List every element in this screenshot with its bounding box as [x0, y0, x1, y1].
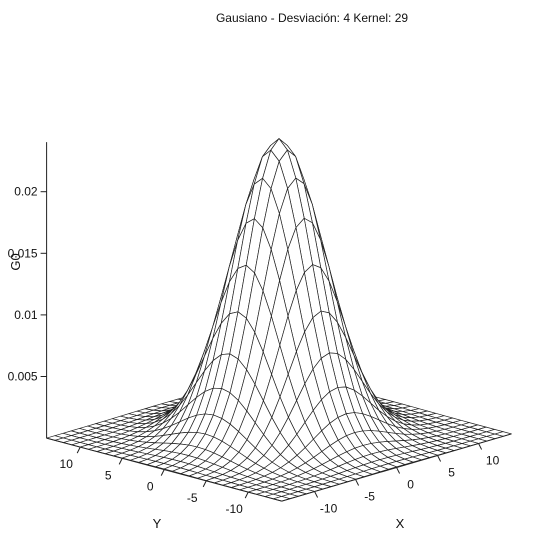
- axes: 0.005 0.01 0.015 0.02 G0 -10 -5 0 5 10 X 10 5 0 -5 -10 Y: [8, 142, 512, 531]
- x-tick: [478, 443, 483, 450]
- y-tick-label: 0: [147, 480, 154, 494]
- x-tick: [437, 455, 442, 462]
- y-tick-label: 10: [60, 457, 74, 471]
- y-tick-label: -5: [187, 491, 198, 505]
- y-tick-label: 5: [105, 468, 112, 482]
- surface-mesh: [46, 138, 512, 502]
- y-tick: [118, 458, 123, 465]
- x-tick: [314, 491, 319, 498]
- z-tick-label: 0.01: [14, 308, 38, 322]
- x-tick-label: 10: [486, 454, 500, 468]
- x-axis-line: [281, 433, 512, 502]
- x-tick-label: 0: [407, 478, 414, 492]
- y-tick: [244, 491, 249, 499]
- x-tick-label: 5: [448, 466, 455, 480]
- y-tick: [160, 469, 165, 476]
- y-tick-label: -10: [226, 502, 244, 516]
- y-tick: [76, 446, 81, 454]
- chart-title: Gausiano - Desviación: 4 Kernel: 29: [216, 11, 408, 25]
- z-axis-title: G0: [8, 253, 23, 270]
- x-axis-title: X: [396, 516, 405, 531]
- x-tick-label: -10: [320, 502, 338, 516]
- x-tick: [355, 479, 360, 486]
- x-tick-label: -5: [364, 490, 375, 504]
- z-tick-label: 0.02: [14, 185, 38, 199]
- x-tick: [396, 467, 401, 474]
- z-tick-label: 0.015: [8, 246, 38, 260]
- z-tick-label: 0.005: [8, 370, 38, 384]
- y-tick: [202, 480, 207, 488]
- y-axis-title: Y: [153, 516, 162, 531]
